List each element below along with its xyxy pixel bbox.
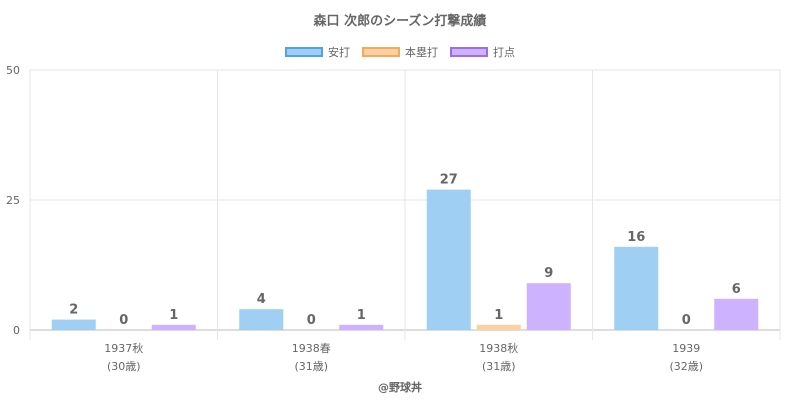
legend-label: 本塁打 (405, 46, 438, 59)
legend-label: 安打 (328, 46, 350, 59)
data-label: 1 (494, 308, 503, 323)
y-tick-label: 50 (6, 64, 20, 77)
data-label: 1 (169, 308, 178, 323)
legend-swatch (450, 47, 488, 57)
y-tick-label: 0 (13, 324, 20, 337)
legend: 安打 本塁打 打点 (0, 44, 800, 60)
data-label: 2 (69, 303, 78, 318)
data-label: 9 (544, 266, 553, 281)
x-tick-sublabel: (32歳) (669, 360, 703, 373)
x-tick-label: 1939 (672, 342, 700, 355)
y-tick-label: 25 (6, 194, 20, 207)
x-tick-sublabel: (31歳) (294, 360, 328, 373)
bar (526, 283, 571, 330)
chart-title: 森口 次郎のシーズン打撃成績 (313, 14, 487, 29)
data-label: 6 (732, 282, 741, 297)
bar (51, 319, 96, 330)
bar (614, 246, 659, 330)
legend-item[interactable]: 打点 (450, 44, 515, 60)
bar (239, 309, 284, 330)
legend-swatch (285, 47, 323, 57)
data-label: 0 (682, 313, 691, 328)
data-label: 27 (440, 173, 458, 188)
bar (339, 324, 384, 330)
bar (426, 189, 471, 330)
legend-item[interactable]: 本塁打 (362, 44, 438, 60)
legend-swatch (362, 47, 400, 57)
x-tick-label: 1938秋 (479, 341, 518, 355)
data-label: 0 (119, 313, 128, 328)
legend-label: 打点 (493, 46, 515, 59)
x-tick-sublabel: (31歳) (482, 360, 516, 373)
x-tick-sublabel: (30歳) (107, 360, 141, 373)
legend-item[interactable]: 安打 (285, 44, 350, 60)
bar (714, 298, 759, 330)
bar (476, 324, 521, 330)
data-label: 4 (257, 292, 266, 307)
data-label: 0 (307, 313, 316, 328)
footer-credit: @野球丼 (378, 381, 422, 394)
x-tick-label: 1937秋 (104, 341, 143, 355)
bar (151, 324, 196, 330)
data-label: 16 (627, 230, 645, 245)
data-label: 1 (357, 308, 366, 323)
x-tick-label: 1938春 (292, 342, 331, 355)
